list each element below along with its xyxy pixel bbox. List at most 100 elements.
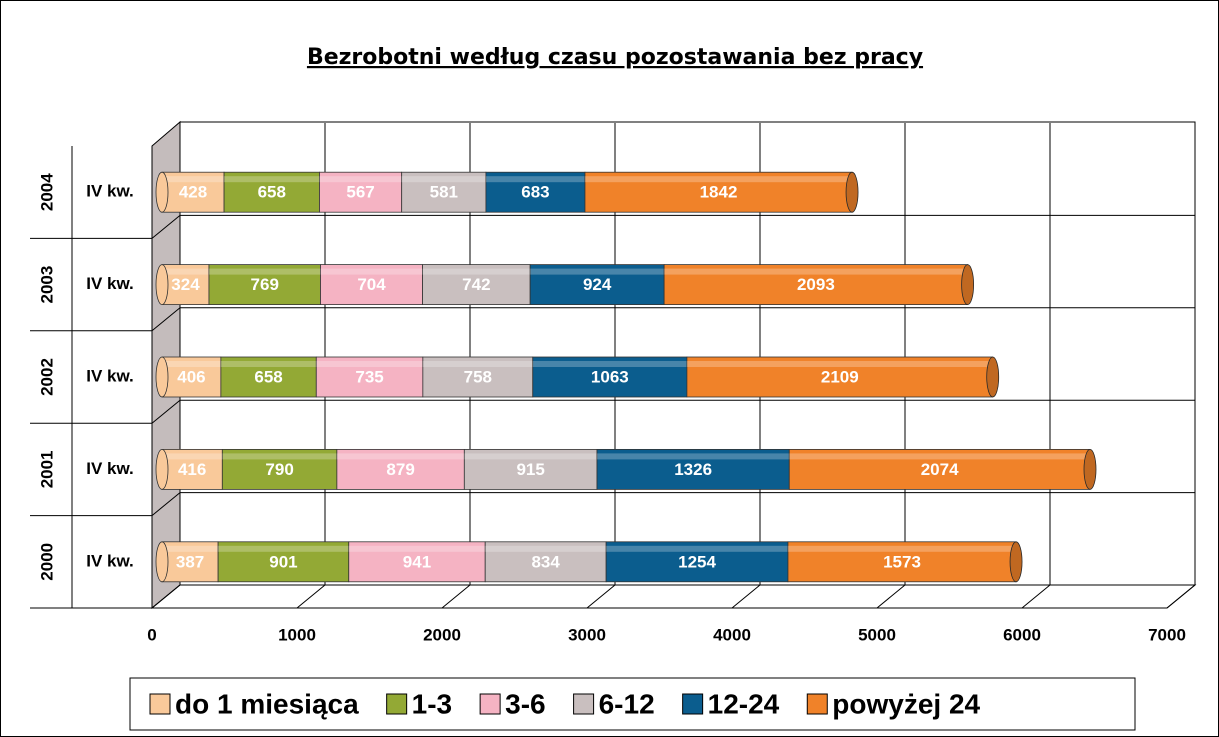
bar-segment: [315, 356, 424, 398]
bar-highlight: [220, 361, 317, 367]
bar-segment: [161, 264, 210, 306]
value-label: 428: [179, 183, 207, 202]
bar-highlight: [222, 453, 337, 460]
bar-cap: [155, 448, 169, 490]
value-label: 879: [386, 460, 414, 479]
value-label: 2074: [921, 460, 959, 479]
floor-tick-line: [731, 584, 761, 609]
bar-cap: [155, 541, 169, 583]
y-group-label: 2002: [37, 358, 56, 396]
x-tick-label: 5000: [858, 625, 896, 644]
bar-segment: [584, 171, 853, 213]
bar-segment: [217, 541, 350, 583]
bar-highlight: [686, 361, 993, 367]
legend-swatch: [573, 693, 595, 715]
value-label: 1842: [700, 183, 738, 202]
bar-segment: [463, 448, 598, 490]
legend-label: 12-24: [708, 688, 780, 719]
x-tick-label: 1000: [278, 625, 316, 644]
bar-highlight: [422, 268, 531, 275]
floor-tick-line: [586, 584, 616, 609]
bar-segment: [336, 448, 465, 490]
bar-segment: [161, 171, 225, 213]
bar-segment: [787, 541, 1017, 583]
value-label: 769: [251, 275, 279, 294]
x-tick-label: 2000: [423, 625, 461, 644]
x-tick-label: 4000: [713, 625, 751, 644]
bar-highlight: [348, 545, 486, 552]
chart-title: Bezrobotni według czasu pozostawania bez…: [307, 45, 923, 70]
bar-highlight: [162, 545, 219, 552]
legend-label: do 1 miesiąca: [175, 688, 359, 719]
bar-highlight: [316, 361, 423, 367]
legend-box: [129, 677, 1136, 731]
bar-segment: [485, 171, 586, 213]
value-label: 581: [430, 183, 458, 202]
y-group-label: 2001: [37, 450, 56, 488]
legend-swatch: [682, 693, 704, 715]
value-label: 2093: [797, 275, 835, 294]
bar-segment: [422, 264, 531, 306]
bar-segment: [686, 356, 994, 398]
bar-cap: [1009, 541, 1023, 583]
category-separator: [151, 399, 181, 424]
value-label: 683: [521, 183, 549, 202]
value-label: 658: [258, 183, 286, 202]
bar-highlight: [532, 361, 687, 367]
bar-cap: [986, 356, 1000, 398]
value-label: 790: [265, 460, 293, 479]
value-label: 924: [583, 275, 612, 294]
value-label: 941: [403, 552, 431, 571]
bar-cap: [155, 356, 169, 398]
y-tick-label: IV kw.: [86, 366, 134, 385]
value-label: 567: [346, 183, 374, 202]
bar-highlight: [584, 176, 853, 183]
x-tick-label: 3000: [568, 625, 606, 644]
category-separator: [151, 215, 181, 239]
bar-segment: [401, 171, 487, 213]
y-group-label: 2000: [37, 543, 56, 581]
legend-label: powyżej 24: [832, 688, 980, 719]
y-group-label: 2004: [37, 173, 56, 211]
y-tick-label: IV kw.: [86, 182, 134, 201]
floor-tick-line: [1166, 584, 1196, 609]
category-separator: [151, 492, 181, 516]
floor-tick-line: [1021, 584, 1051, 609]
floor-tick-line: [151, 584, 181, 609]
bar-highlight: [787, 545, 1017, 552]
bar-segment: [223, 171, 320, 213]
legend-label: 1-3: [412, 688, 452, 719]
bar-segment: [221, 448, 338, 490]
bar-highlight: [485, 176, 585, 183]
value-label: 1573: [883, 552, 921, 571]
bar-segment: [532, 356, 688, 398]
legend-swatch: [149, 693, 171, 715]
bar-highlight: [162, 453, 223, 460]
value-label: 735: [355, 367, 383, 386]
legend-swatch: [806, 693, 828, 715]
bar-highlight: [464, 453, 597, 460]
bar-cap: [155, 171, 169, 213]
value-label: 1254: [678, 552, 716, 571]
bar-segment: [161, 448, 223, 490]
floor-tick-line: [441, 584, 471, 609]
value-label: 387: [176, 552, 204, 571]
bar-cap: [845, 171, 859, 213]
value-label: 658: [254, 367, 282, 386]
x-tick-label: 7000: [1148, 625, 1186, 644]
value-label: 1063: [591, 367, 629, 386]
bar-cap: [961, 264, 975, 306]
floor: [150, 584, 1197, 609]
y-group-label: 2003: [37, 266, 56, 304]
value-label: 834: [531, 552, 560, 571]
value-label: 406: [177, 367, 205, 386]
bar-segment: [208, 264, 321, 306]
bar-highlight: [224, 176, 320, 183]
value-label: 416: [178, 460, 206, 479]
bar-highlight: [530, 268, 665, 275]
x-tick-label: 6000: [1003, 625, 1041, 644]
value-label: 1326: [674, 460, 712, 479]
bar-highlight: [162, 176, 225, 183]
legend-swatch: [386, 693, 408, 715]
